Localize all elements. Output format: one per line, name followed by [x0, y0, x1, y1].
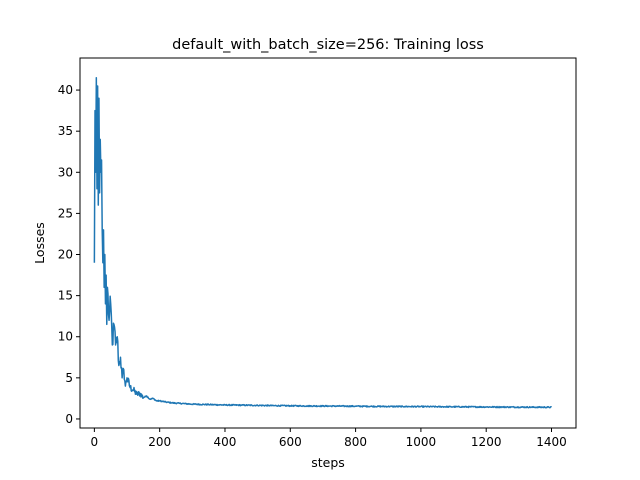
x-tick-label: 800: [344, 435, 367, 449]
x-tick-label: 400: [214, 435, 237, 449]
y-tick-label: 20: [58, 248, 73, 262]
plot-area: [93, 76, 553, 409]
y-tick-label: 30: [58, 165, 73, 179]
y-tick-label: 40: [58, 83, 73, 97]
x-tick-label: 200: [148, 435, 171, 449]
x-tick-label: 1200: [471, 435, 502, 449]
chart-title: default_with_batch_size=256: Training lo…: [172, 37, 484, 53]
loss-series-line: [93, 76, 553, 409]
x-tick-label: 0: [91, 435, 99, 449]
x-tick-label: 1000: [406, 435, 437, 449]
y-axis-label: Losses: [32, 222, 47, 264]
x-axis: 0 200 400 600 800 1000 1200 1400: [91, 428, 567, 449]
x-tick-label: 1400: [536, 435, 567, 449]
y-tick-label: 25: [58, 206, 73, 220]
y-tick-label: 10: [58, 330, 73, 344]
y-axis: 0 5 10 15 20 25 30 35 40: [58, 83, 80, 426]
y-tick-label: 15: [58, 289, 73, 303]
y-tick-label: 0: [65, 412, 73, 426]
x-axis-label: steps: [311, 455, 345, 470]
y-tick-label: 5: [65, 371, 73, 385]
y-tick-label: 35: [58, 124, 73, 138]
axes-frame: [79, 57, 577, 429]
x-tick-label: 600: [279, 435, 302, 449]
